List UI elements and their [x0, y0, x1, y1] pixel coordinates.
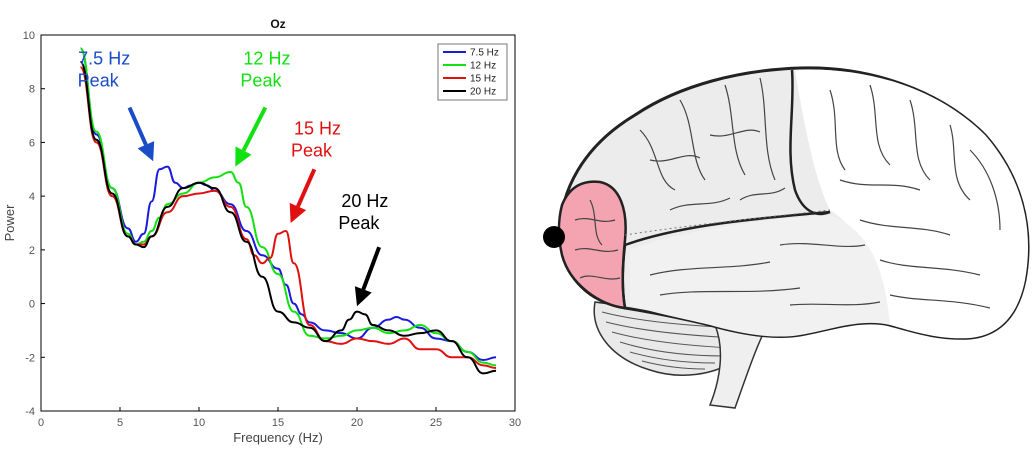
series-line-12-hz — [79, 47, 497, 367]
series-line-20-hz — [79, 60, 497, 375]
annotation-label: Peak — [240, 71, 282, 91]
electrode-oz — [543, 226, 565, 248]
y-tick-label: 4 — [29, 191, 35, 203]
occipital-lobe-highlight — [557, 180, 627, 310]
annotation-arrow-head — [235, 146, 252, 167]
brain-illustration — [543, 66, 1030, 409]
y-tick-label: -4 — [25, 406, 35, 418]
annotation-label: Peak — [338, 213, 380, 233]
annotation-label: 7.5 Hz — [78, 49, 130, 69]
annotation-label: Peak — [78, 71, 120, 91]
annotation-arrow-shaft — [296, 168, 317, 208]
annotation-label: Peak — [291, 140, 333, 160]
brain-stem — [708, 324, 767, 409]
annotation-arrow-shaft — [361, 246, 381, 291]
y-tick-label: 6 — [29, 137, 35, 149]
y-tick-label: 8 — [29, 84, 35, 96]
y-tick-label: 10 — [23, 30, 35, 42]
dotted-line — [624, 209, 831, 236]
legend-entry: 15 Hz — [470, 74, 496, 85]
y-tick-label: 2 — [29, 245, 35, 257]
gyri-detail — [574, 77, 1001, 309]
annotation-arrow-head — [354, 286, 372, 307]
annotation-arrow-head — [137, 141, 155, 162]
x-tick-label: 10 — [193, 417, 205, 429]
legend: 7.5 Hz 12 Hz 15 Hz 20 Hz — [437, 43, 508, 101]
annotation-label: 20 Hz — [341, 191, 388, 211]
annotation-label: 15 Hz — [294, 118, 341, 138]
x-tick-label: 30 — [509, 417, 521, 429]
annotation-label: 12 Hz — [243, 49, 290, 69]
axis-ticks: 0 5 10 15 20 25 30 -4 -2 0 2 4 6 8 10 — [23, 30, 521, 429]
series-line-7-5-hz — [79, 47, 497, 361]
x-tick-label: 0 — [38, 417, 44, 429]
series-lines — [79, 47, 497, 375]
psd-chart: Oz Frequency (Hz) Power 0 5 10 15 20 25 30-4-2… — [2, 17, 521, 445]
x-tick-label: 25 — [430, 417, 442, 429]
annotation-arrow-head — [289, 202, 307, 223]
legend-entry: 7.5 Hz — [470, 48, 499, 59]
annotation-arrow-shaft — [127, 106, 148, 146]
y-tick-label: 0 — [29, 299, 35, 311]
y-axis-title: Power — [2, 204, 17, 242]
legend-entry: 20 Hz — [470, 87, 496, 98]
series-line-15-hz — [79, 66, 497, 370]
x-tick-label: 15 — [272, 417, 284, 429]
x-tick-label: 20 — [351, 417, 363, 429]
annotation-arrow-shaft — [241, 106, 268, 152]
legend-entry: 12 Hz — [470, 61, 496, 72]
x-axis-title: Frequency (Hz) — [233, 430, 323, 445]
x-tick-label: 5 — [117, 417, 123, 429]
major-sulci — [621, 69, 831, 309]
chart-title: Oz — [270, 17, 285, 31]
y-tick-label: -2 — [25, 352, 35, 364]
frontal-lobe — [795, 69, 1029, 339]
